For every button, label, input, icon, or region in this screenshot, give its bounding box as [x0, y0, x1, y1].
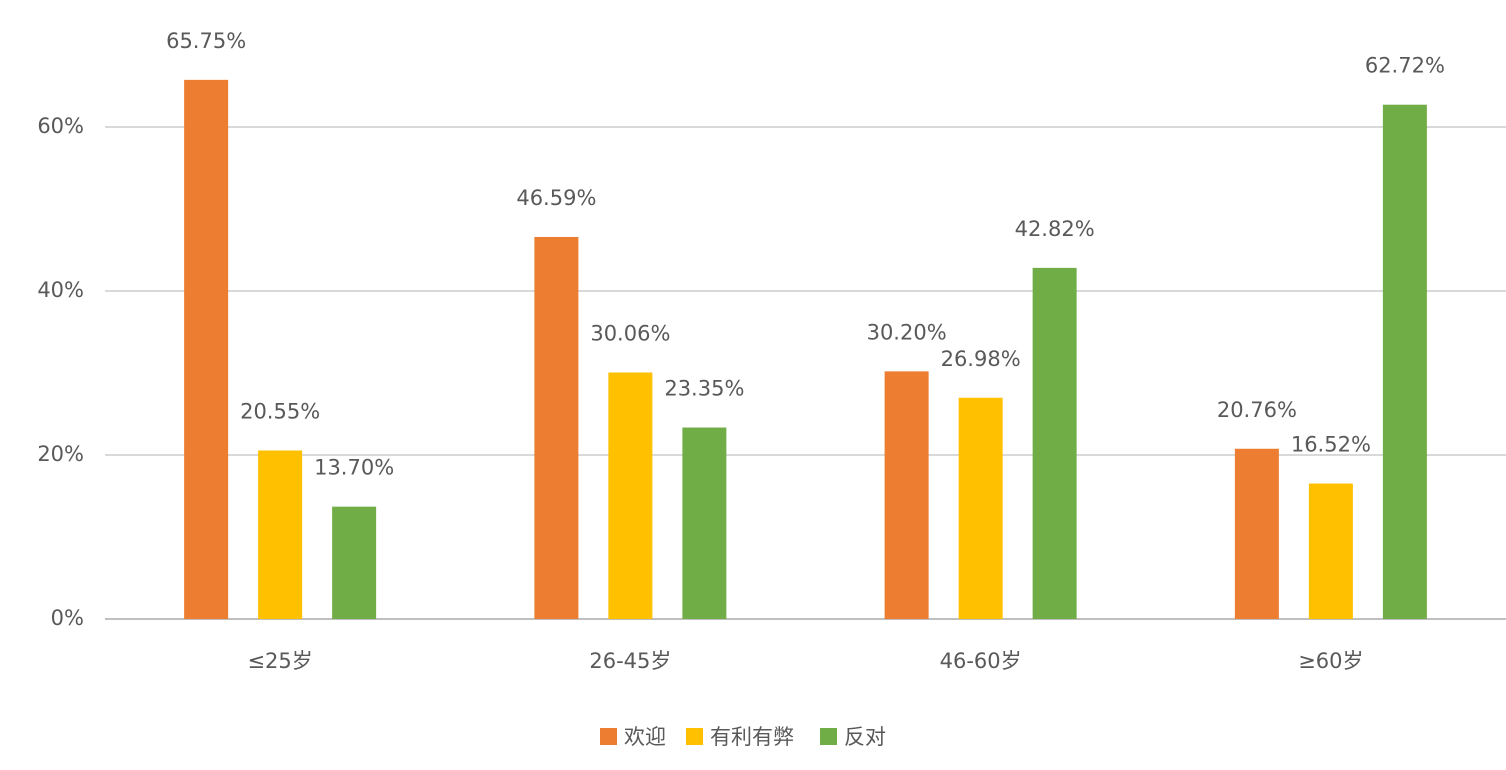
bar	[184, 79, 229, 620]
data-label: 16.52%	[1291, 433, 1371, 457]
data-label: 30.06%	[590, 322, 670, 346]
bar	[682, 427, 727, 619]
bar	[1032, 267, 1077, 619]
data-label: 65.75%	[166, 29, 246, 53]
x-tick-label: ≤25岁	[247, 649, 312, 673]
x-tick-label: 26-45岁	[589, 649, 671, 673]
data-label: 20.76%	[1217, 398, 1297, 422]
bar	[1382, 104, 1427, 620]
legend-swatch	[686, 728, 703, 745]
data-label: 42.82%	[1015, 217, 1095, 241]
bar	[332, 506, 377, 619]
data-label: 13.70%	[314, 456, 394, 480]
y-tick-label: 20%	[37, 442, 84, 466]
legend-label: 反对	[844, 725, 886, 749]
bar	[1308, 483, 1353, 619]
bar	[608, 372, 653, 619]
bar	[258, 450, 303, 619]
data-label: 26.98%	[941, 347, 1021, 371]
legend-label: 欢迎	[624, 725, 666, 749]
x-tick-label: ≥60岁	[1298, 649, 1363, 673]
y-tick-label: 40%	[37, 278, 84, 302]
legend-swatch	[820, 728, 837, 745]
legend-label: 有利有弊	[710, 725, 794, 749]
data-label: 20.55%	[240, 399, 320, 423]
bar	[958, 397, 1003, 619]
bar	[534, 236, 579, 619]
data-label: 30.20%	[867, 320, 947, 344]
bar	[884, 371, 929, 619]
data-label: 46.59%	[516, 186, 596, 210]
y-tick-label: 0%	[51, 606, 84, 630]
data-label: 23.35%	[664, 377, 744, 401]
y-tick-label: 60%	[37, 114, 84, 138]
bar	[1234, 448, 1279, 619]
data-label: 62.72%	[1365, 54, 1445, 78]
x-tick-label: 46-60岁	[940, 649, 1022, 673]
legend-swatch	[600, 728, 617, 745]
